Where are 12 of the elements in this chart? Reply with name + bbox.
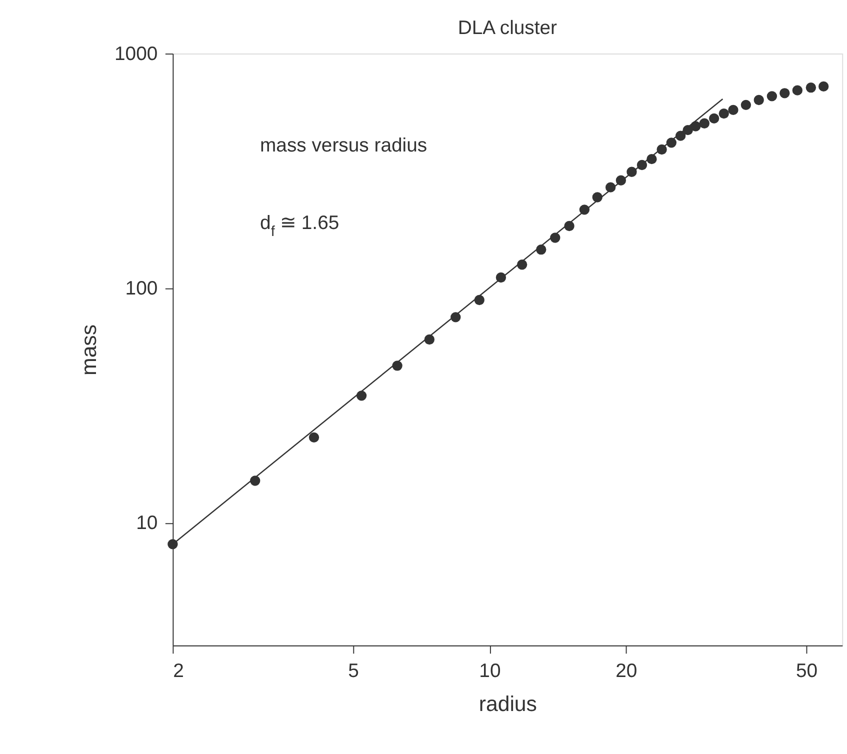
x-tick-label: 20 [616,660,638,682]
x-axis-title: radius [478,692,537,716]
annotation: mass versus radius [260,134,428,157]
x-tick-label: 10 [479,660,501,682]
x-tick-label: 5 [348,660,359,682]
x-tick-label: 2 [173,660,184,682]
chart-title: DLA cluster [458,17,558,40]
y-tick-label: 1000 [114,42,158,65]
x-tick-label: 50 [796,660,818,682]
y-tick-label: 100 [125,277,158,300]
y-tick-label: 10 [136,512,158,534]
y-axis-title: mass [77,324,102,376]
